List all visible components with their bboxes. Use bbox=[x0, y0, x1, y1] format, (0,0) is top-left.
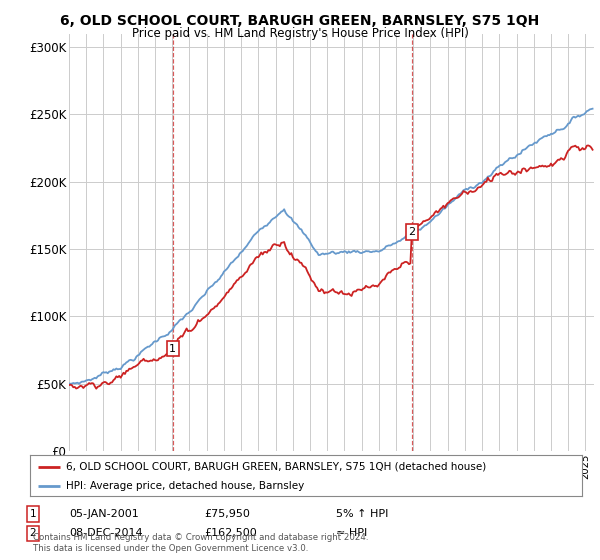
Text: 08-DEC-2014: 08-DEC-2014 bbox=[69, 528, 143, 538]
Text: 1: 1 bbox=[169, 344, 176, 353]
Text: ≈ HPI: ≈ HPI bbox=[336, 528, 367, 538]
Text: Price paid vs. HM Land Registry's House Price Index (HPI): Price paid vs. HM Land Registry's House … bbox=[131, 27, 469, 40]
Text: 6, OLD SCHOOL COURT, BARUGH GREEN, BARNSLEY, S75 1QH (detached house): 6, OLD SCHOOL COURT, BARUGH GREEN, BARNS… bbox=[66, 461, 486, 472]
Text: 6, OLD SCHOOL COURT, BARUGH GREEN, BARNSLEY, S75 1QH: 6, OLD SCHOOL COURT, BARUGH GREEN, BARNS… bbox=[61, 14, 539, 28]
Text: £162,500: £162,500 bbox=[204, 528, 257, 538]
Text: 1: 1 bbox=[29, 509, 37, 519]
Text: HPI: Average price, detached house, Barnsley: HPI: Average price, detached house, Barn… bbox=[66, 480, 304, 491]
Text: 2: 2 bbox=[409, 227, 416, 237]
Text: 05-JAN-2001: 05-JAN-2001 bbox=[69, 509, 139, 519]
Text: Contains HM Land Registry data © Crown copyright and database right 2024.
This d: Contains HM Land Registry data © Crown c… bbox=[33, 533, 368, 553]
Text: 5% ↑ HPI: 5% ↑ HPI bbox=[336, 509, 388, 519]
Text: £75,950: £75,950 bbox=[204, 509, 250, 519]
Text: 2: 2 bbox=[29, 528, 37, 538]
